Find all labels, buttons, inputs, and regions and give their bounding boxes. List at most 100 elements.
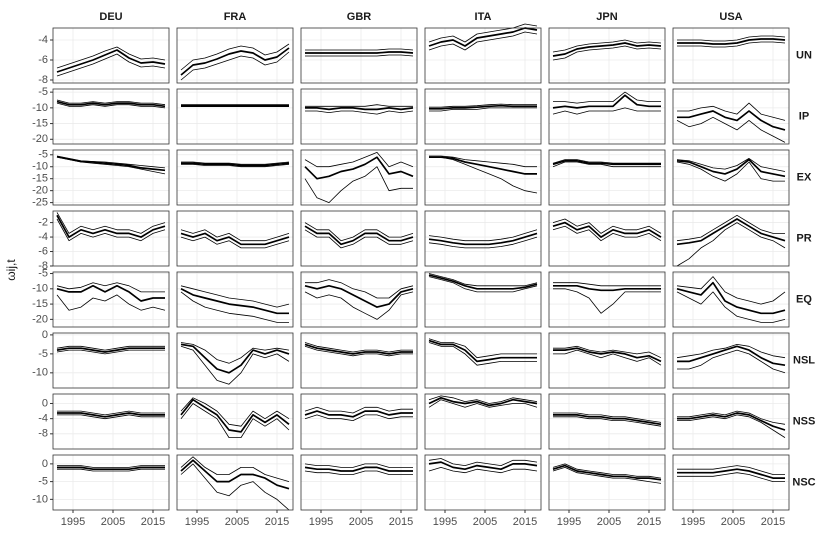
- panel-frame: [300, 454, 418, 511]
- panel-background: [549, 89, 665, 144]
- panel-background: [425, 150, 541, 205]
- band-line: [428, 458, 538, 466]
- band-line: [180, 463, 290, 511]
- panel-background: [549, 455, 665, 510]
- panel-frame: [548, 210, 666, 267]
- band-line: [553, 416, 662, 427]
- panel-background: [425, 89, 541, 144]
- panel-frame: [52, 454, 170, 511]
- panel-background: [53, 89, 169, 144]
- x-tick-label: 1995: [557, 516, 581, 528]
- x-tick-label: 2015: [141, 516, 165, 528]
- y-tick-label: -8: [38, 260, 48, 272]
- y-tick-label: -4: [38, 231, 48, 243]
- median-line: [428, 27, 538, 47]
- y-tick-label: -15: [32, 117, 48, 129]
- y-tick-label: -25: [32, 197, 48, 209]
- band-line: [304, 152, 414, 168]
- median-line: [305, 51, 414, 54]
- band-line: [304, 345, 413, 357]
- median-line: [181, 162, 290, 167]
- x-tick-label: 2005: [101, 516, 125, 528]
- band-line: [676, 161, 785, 182]
- band-line: [180, 342, 290, 364]
- band-line: [677, 35, 786, 42]
- x-tick-label: 1995: [309, 516, 333, 528]
- panel-frame: [672, 454, 790, 511]
- median-line: [428, 232, 538, 246]
- median-line: [676, 218, 786, 246]
- panel-background: [425, 272, 541, 327]
- row-header: EQ: [796, 293, 812, 305]
- band-line: [181, 161, 290, 165]
- band-line: [180, 397, 290, 427]
- band-line: [57, 468, 165, 472]
- band-line: [56, 102, 166, 109]
- column-header: USA: [719, 11, 742, 23]
- band-line: [56, 212, 166, 234]
- band-line: [57, 414, 165, 420]
- y-tick-label: -10: [32, 367, 48, 379]
- y-tick-label: 0: [42, 458, 48, 470]
- band-line: [56, 282, 165, 293]
- band-line: [305, 279, 414, 299]
- y-tick-label: -15: [32, 298, 48, 310]
- band-line: [56, 345, 165, 351]
- median-line: [304, 410, 413, 418]
- band-line: [552, 161, 661, 168]
- panel-background: [53, 333, 169, 388]
- panel-frame: [300, 393, 418, 450]
- band-line: [428, 338, 537, 359]
- band-line: [677, 414, 786, 438]
- x-tick-label: 2015: [265, 516, 289, 528]
- y-tick-label: -5: [38, 149, 48, 161]
- y-tick-label: -10: [32, 493, 48, 505]
- panel-frame: [176, 393, 294, 450]
- panel-frame: [176, 149, 294, 206]
- band-line: [304, 463, 413, 468]
- median-line: [552, 159, 661, 166]
- band-line: [304, 229, 414, 249]
- row-header: EX: [797, 171, 812, 183]
- median-line: [677, 468, 785, 479]
- median-line: [553, 347, 662, 363]
- median-line: [428, 461, 538, 471]
- panel-frame: [52, 210, 170, 267]
- median-line: [305, 107, 414, 111]
- band-line: [677, 472, 785, 482]
- median-line: [57, 412, 165, 418]
- panel-background: [673, 272, 789, 327]
- median-line: [429, 104, 537, 110]
- median-line: [304, 156, 414, 180]
- median-line: [552, 221, 662, 238]
- median-line: [553, 284, 661, 292]
- panel-background: [301, 89, 417, 144]
- y-axis-label: ωij,t: [4, 259, 18, 281]
- panel-background: [53, 394, 169, 449]
- y-tick-label: -5: [38, 267, 48, 279]
- median-line: [552, 464, 662, 481]
- panel-background: [301, 394, 417, 449]
- panel-frame: [548, 332, 666, 389]
- band-line: [429, 155, 537, 168]
- band-line: [180, 456, 290, 482]
- panel-frame: [176, 271, 294, 328]
- y-tick-label: -20: [32, 185, 48, 197]
- column-header: DEU: [99, 11, 122, 23]
- band-line: [428, 342, 537, 366]
- y-tick-label: -2: [38, 216, 48, 228]
- band-line: [304, 470, 413, 475]
- band-line: [305, 110, 414, 115]
- band-line: [304, 406, 413, 414]
- x-tick-label: 1995: [433, 516, 457, 528]
- panel-frame: [672, 149, 790, 206]
- band-line: [552, 225, 662, 242]
- column-header: GBR: [347, 11, 372, 23]
- x-tick-label: 1995: [61, 516, 85, 528]
- panel-frame: [672, 393, 790, 450]
- x-tick-label: 2005: [473, 516, 497, 528]
- panel-frame: [52, 27, 170, 84]
- band-line: [429, 103, 537, 108]
- band-line: [552, 45, 662, 61]
- band-line: [304, 342, 413, 353]
